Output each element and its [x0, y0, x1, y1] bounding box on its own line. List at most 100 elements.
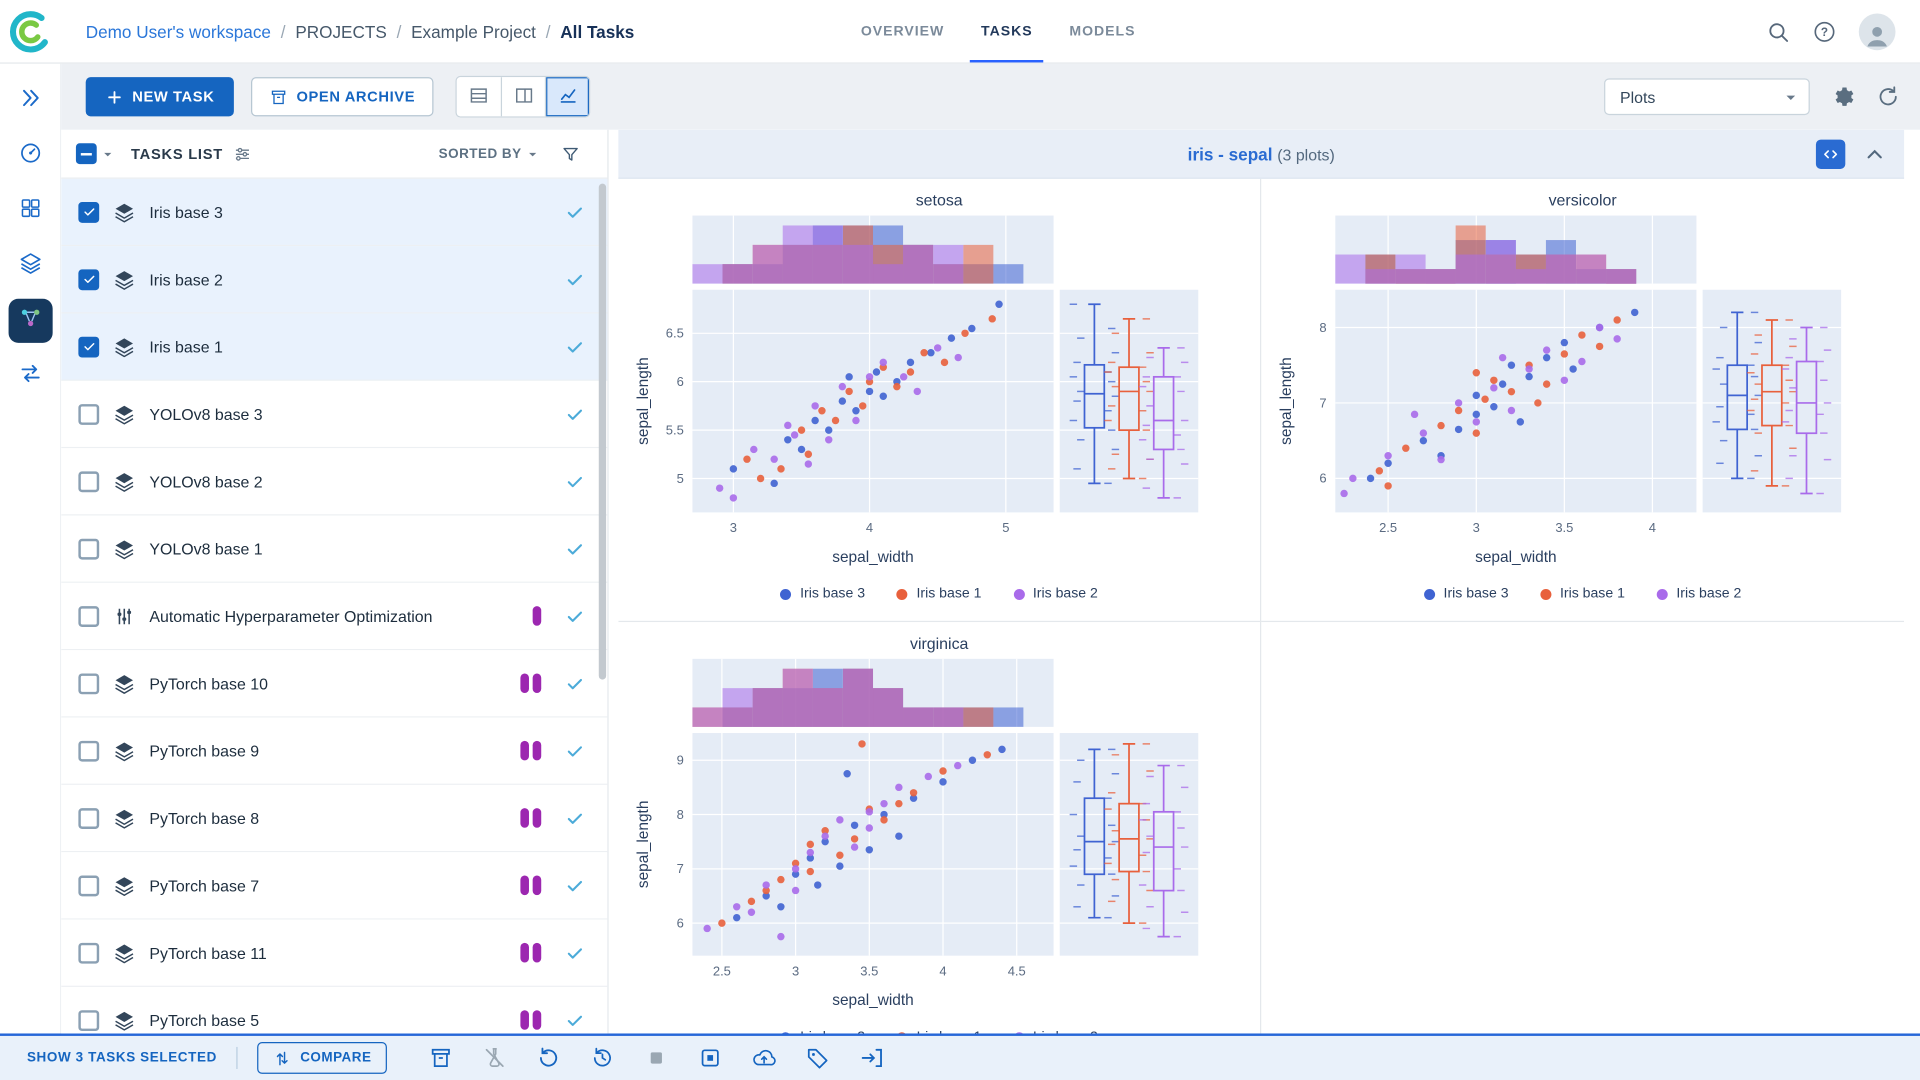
task-checkbox[interactable] [78, 605, 100, 627]
legend-item[interactable]: Iris base 2 [1013, 587, 1098, 601]
legend-item[interactable]: Iris base 2 [1656, 587, 1741, 601]
breadcrumb-item[interactable]: PROJECTS [295, 21, 387, 42]
breadcrumb-item[interactable]: Example Project [411, 21, 536, 42]
abort-all-children-button[interactable] [698, 1046, 722, 1070]
sidebar-item-workers-queues[interactable] [8, 354, 52, 398]
task-checkbox[interactable] [78, 740, 100, 762]
task-checkbox[interactable] [78, 1009, 100, 1031]
select-all-checkbox[interactable] [75, 143, 116, 165]
compare-button[interactable]: COMPARE [257, 1042, 388, 1074]
model-pill[interactable] [532, 606, 542, 626]
plot-canvas[interactable]: 2.5 3 3.5 4 6 7 8 sepal_width sepal_length [1273, 209, 1891, 586]
task-checkbox[interactable] [78, 538, 100, 559]
task-row[interactable]: Iris base 2 [61, 246, 608, 314]
tab-overview[interactable]: OVERVIEW [860, 23, 945, 39]
task-checkbox[interactable] [78, 470, 100, 492]
task-checkbox[interactable] [78, 672, 100, 694]
filter-icon[interactable] [561, 144, 581, 164]
collapse-section-icon[interactable] [1862, 141, 1886, 165]
new-task-button[interactable]: NEW TASK [85, 77, 235, 117]
help-icon[interactable]: ? [1812, 19, 1836, 43]
model-pill[interactable] [532, 942, 542, 963]
toolbar-right: Plots [1604, 78, 1900, 116]
svg-text:3: 3 [1473, 520, 1480, 535]
task-checkbox[interactable] [78, 874, 100, 896]
tab-models[interactable]: MODELS [1069, 23, 1136, 39]
auto-refresh-icon[interactable] [1876, 84, 1900, 108]
task-row[interactable]: YOLOv8 base 2 [61, 448, 608, 516]
model-pill[interactable] [532, 875, 542, 896]
reset-button[interactable] [537, 1046, 561, 1070]
task-row[interactable]: Automatic Hyperparameter Optimization [61, 582, 608, 651]
legend-item[interactable]: Iris base 1 [896, 587, 981, 601]
task-row[interactable]: PyTorch base 9 [61, 717, 608, 785]
legend-item[interactable]: Iris base 3 [1423, 587, 1509, 601]
archive-button[interactable] [429, 1046, 453, 1070]
legend-item[interactable]: Iris base 2 [1013, 1030, 1098, 1034]
sort-by-dropdown[interactable]: SORTED BY [439, 145, 542, 162]
legend-item[interactable]: Iris base 1 [1540, 587, 1625, 601]
settings-gear-icon[interactable] [1831, 84, 1855, 108]
legend-item[interactable]: Iris base 3 [780, 1030, 865, 1034]
customize-view-icon[interactable] [233, 144, 253, 164]
model-pill[interactable] [520, 1010, 529, 1030]
abort-button[interactable] [645, 1046, 669, 1070]
view-toggle-charts[interactable] [544, 77, 589, 117]
tasks-scrollbar[interactable] [598, 181, 607, 1033]
breadcrumb-item[interactable]: Demo User's workspace [85, 21, 271, 42]
task-row[interactable]: YOLOv8 base 3 [61, 380, 608, 449]
model-pill[interactable] [532, 740, 542, 761]
task-checkbox[interactable] [78, 942, 100, 964]
user-avatar[interactable] [1858, 12, 1896, 50]
task-row[interactable]: Iris base 1 [61, 313, 608, 381]
app-body: NEW TASK OPEN ARCHIVE Plots [0, 63, 1920, 1034]
task-checkbox[interactable] [78, 336, 100, 357]
task-row[interactable]: PyTorch base 11 [61, 919, 608, 987]
publish-button[interactable] [752, 1046, 777, 1070]
task-row[interactable]: PyTorch base 5 [61, 986, 608, 1034]
view-toggle-split[interactable] [500, 77, 545, 117]
model-pill[interactable] [520, 808, 529, 828]
plot-canvas[interactable]: 2.5 3 3.5 4 4.5 6 7 8 9 sepal_width sepal_length [630, 653, 1248, 1030]
model-pill[interactable] [520, 740, 529, 761]
breadcrumb-item[interactable]: All Tasks [560, 21, 635, 42]
task-row[interactable]: PyTorch base 7 [61, 852, 608, 920]
sidebar-item-dashboard[interactable] [8, 133, 52, 177]
model-pill[interactable] [520, 875, 529, 896]
plot-canvas[interactable]: 3 4 5 5 5.5 6 6.5 sepal_width sepal_length [630, 209, 1248, 586]
model-pill[interactable] [520, 942, 529, 963]
svg-text:9: 9 [676, 753, 683, 768]
embed-code-icon[interactable] [1815, 138, 1846, 169]
legend-item[interactable]: Iris base 1 [896, 1030, 981, 1034]
clearml-logo[interactable] [0, 9, 61, 53]
legend-item[interactable]: Iris base 3 [780, 587, 865, 601]
model-pill[interactable] [532, 808, 542, 828]
move-to-project-button[interactable] [860, 1046, 884, 1070]
plots-section-header[interactable]: iris - sepal (3 plots) [618, 129, 1905, 179]
view-toggle-table[interactable] [456, 77, 501, 117]
sidebar-item-projects[interactable] [8, 189, 52, 233]
revert-button[interactable] [591, 1046, 615, 1070]
search-icon[interactable] [1766, 19, 1790, 43]
task-row[interactable]: Iris base 3 [61, 178, 608, 247]
scrollbar-thumb[interactable] [598, 183, 607, 680]
task-row[interactable]: PyTorch base 8 [61, 784, 608, 853]
model-pill[interactable] [532, 673, 542, 694]
sidebar-item-expand[interactable] [8, 78, 52, 122]
tags-button[interactable] [806, 1046, 830, 1070]
task-checkbox[interactable] [78, 201, 100, 223]
model-pill[interactable] [520, 673, 529, 694]
model-pill[interactable] [532, 1010, 542, 1030]
tab-tasks[interactable]: TASKS [963, 0, 1051, 63]
task-row[interactable]: YOLOv8 base 1 [61, 515, 608, 583]
metric-display-select[interactable]: Plots [1604, 78, 1810, 116]
sidebar-item-pipelines[interactable] [7, 298, 53, 343]
task-row[interactable]: PyTorch base 10 [61, 650, 608, 718]
plot-legend: Iris base 3 Iris base 1 Iris base 2 [780, 587, 1098, 601]
task-checkbox[interactable] [78, 268, 100, 290]
sidebar-item-datasets[interactable] [8, 244, 52, 288]
task-checkbox[interactable] [78, 807, 100, 829]
enqueue-button[interactable] [483, 1046, 507, 1070]
open-archive-button[interactable]: OPEN ARCHIVE [251, 77, 434, 117]
task-checkbox[interactable] [78, 403, 100, 425]
